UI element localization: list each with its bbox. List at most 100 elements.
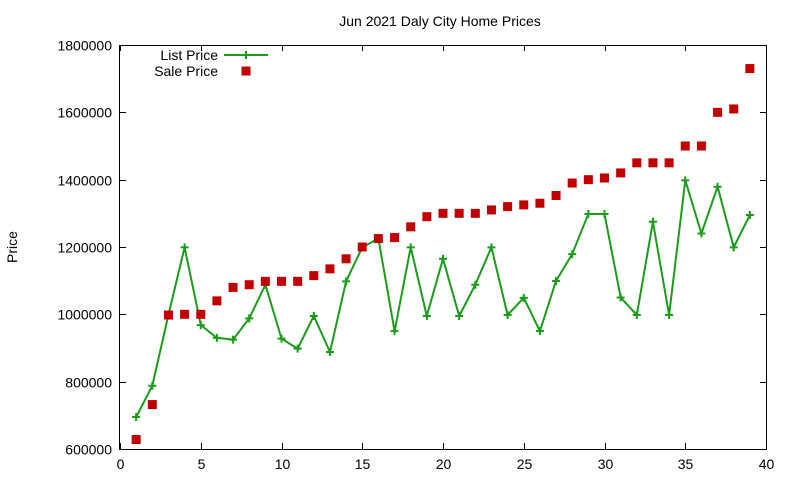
data-point-square xyxy=(309,271,319,281)
y-tick-label: 800000 xyxy=(65,375,112,391)
data-point-plus xyxy=(632,311,641,320)
data-point-plus xyxy=(519,293,528,302)
data-point-plus xyxy=(584,210,593,219)
data-point-plus xyxy=(325,348,334,357)
data-point-square xyxy=(632,158,642,168)
data-point-square xyxy=(341,254,351,264)
data-point-plus xyxy=(277,334,286,343)
data-point-square xyxy=(228,282,238,292)
data-point-plus xyxy=(439,254,447,263)
data-point-square xyxy=(470,208,480,218)
data-point-square xyxy=(196,309,206,319)
data-point-square xyxy=(390,233,400,243)
data-point-plus xyxy=(455,312,464,321)
plot-series xyxy=(131,64,755,445)
x-tick-label: 40 xyxy=(759,456,775,472)
data-point-plus xyxy=(745,211,754,220)
data-point-plus xyxy=(729,243,738,252)
data-point-square xyxy=(325,264,335,274)
data-point-square xyxy=(745,64,755,74)
data-point-square xyxy=(503,202,513,212)
y-tick-label: 1000000 xyxy=(57,307,112,323)
data-point-plus xyxy=(681,176,690,185)
x-tick-label: 0 xyxy=(117,456,125,472)
data-point-plus xyxy=(487,243,496,252)
data-point-square xyxy=(147,400,157,410)
data-point-square xyxy=(535,198,545,208)
data-point-square xyxy=(260,276,270,286)
x-tick-label: 30 xyxy=(598,456,614,472)
data-point-square xyxy=(131,435,141,445)
y-tick-label: 1800000 xyxy=(57,38,112,54)
legend-label: List Price xyxy=(160,47,218,63)
data-point-plus xyxy=(552,277,561,286)
chart-title: Jun 2021 Daly City Home Prices xyxy=(339,13,541,29)
data-point-plus xyxy=(648,217,657,226)
data-point-square xyxy=(729,104,739,114)
data-point-plus xyxy=(568,250,577,259)
plot-frame xyxy=(119,45,767,450)
data-point-square xyxy=(454,208,464,218)
data-point-plus xyxy=(309,312,318,321)
y-tick-label: 1200000 xyxy=(57,240,112,256)
data-point-square xyxy=(180,309,190,319)
x-tick-label: 35 xyxy=(678,456,694,472)
data-point-square xyxy=(277,276,286,286)
data-point-square xyxy=(519,200,529,210)
data-point-plus xyxy=(471,280,480,289)
data-point-square xyxy=(551,190,561,200)
data-point-square xyxy=(648,158,658,168)
x-tick-label: 10 xyxy=(275,456,291,472)
data-point-plus xyxy=(132,413,141,422)
data-point-square xyxy=(713,107,723,117)
data-point-square xyxy=(680,141,690,151)
data-point-plus xyxy=(535,327,544,336)
data-point-square xyxy=(567,178,577,188)
data-point-plus xyxy=(697,229,706,238)
data-point-plus xyxy=(422,312,431,321)
data-point-plus xyxy=(212,333,221,342)
series-1 xyxy=(131,64,755,445)
data-point-square xyxy=(293,276,303,286)
data-point-plus xyxy=(148,381,157,390)
data-point-square xyxy=(438,208,448,218)
data-point-plus xyxy=(503,311,512,320)
data-point-square xyxy=(373,234,383,244)
y-axis-label: Price xyxy=(4,231,20,263)
x-tick-label: 5 xyxy=(198,456,206,472)
data-point-square xyxy=(616,168,626,178)
data-point-square xyxy=(696,141,706,151)
legend-marker-plus xyxy=(242,51,250,59)
data-point-square xyxy=(664,158,674,168)
data-point-square xyxy=(583,175,593,185)
y-tick-label: 1400000 xyxy=(57,173,112,189)
y-tick-label: 1600000 xyxy=(57,105,112,121)
data-point-plus xyxy=(406,243,415,252)
data-point-square xyxy=(600,173,609,183)
axis-ticks: 600000 800000 1000000 1200000 1400000 1600000… xyxy=(57,38,774,473)
data-point-plus xyxy=(196,321,205,330)
data-point-plus xyxy=(293,344,302,353)
data-point-square xyxy=(486,205,496,215)
data-point-square xyxy=(422,212,432,222)
data-point-square xyxy=(212,296,222,306)
data-point-plus xyxy=(600,210,609,219)
x-tick-label: 15 xyxy=(355,456,371,472)
data-point-plus xyxy=(390,327,399,336)
legend-marker-square xyxy=(241,66,251,76)
data-point-plus xyxy=(180,243,189,252)
y-tick-label: 600000 xyxy=(65,442,112,458)
data-point-plus xyxy=(245,314,254,323)
data-point-square xyxy=(406,222,416,232)
data-point-plus xyxy=(713,182,722,191)
data-point-plus xyxy=(616,293,625,302)
x-tick-label: 20 xyxy=(436,456,452,472)
data-point-square xyxy=(163,310,173,320)
data-point-square xyxy=(244,280,254,290)
data-point-square xyxy=(357,242,367,252)
legend-label: Sale Price xyxy=(154,63,218,79)
data-point-plus xyxy=(665,311,674,320)
data-point-plus xyxy=(229,335,238,344)
